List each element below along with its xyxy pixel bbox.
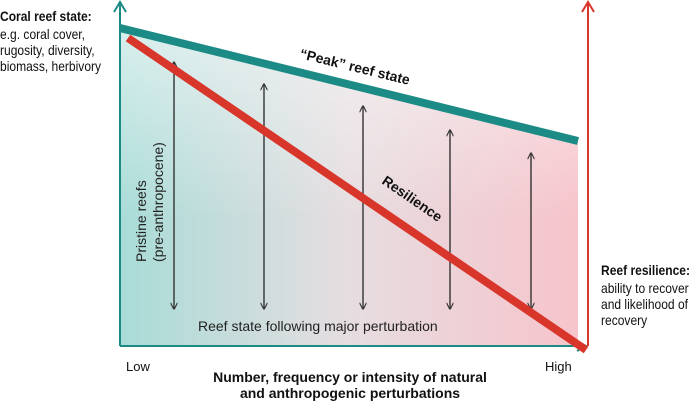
right-axis-title: Reef resilience: <box>601 262 691 278</box>
resilience-line <box>125 34 589 354</box>
x-axis-title: Number, frequency or intensity of natura… <box>0 369 700 401</box>
x-axis-title-line-2: and anthropogenic perturbations <box>239 385 461 402</box>
right-axis-desc-line: ability to recover <box>601 280 689 296</box>
left-axis-title: Coral reef state: <box>0 8 92 24</box>
x-axis-title-line-1: Number, frequency or intensity of natura… <box>213 369 487 385</box>
pristine-reefs-label: Pristine reefs (pre-anthropocene) <box>133 142 166 262</box>
right-axis-description: ability to recover and likelihood of rec… <box>601 280 689 329</box>
right-axis-desc-line: and likelihood of <box>601 296 689 313</box>
left-axis-desc-line: e.g. coral cover, <box>0 26 85 42</box>
right-axis-arrowhead <box>581 0 595 13</box>
x-axis-high-label: High <box>545 359 572 374</box>
left-axis-arrowhead <box>113 0 127 13</box>
left-axis-description: e.g. coral cover, rugosity, diversity, b… <box>0 26 101 75</box>
right-axis-desc-line: recovery <box>601 312 648 329</box>
x-axis-low-label: Low <box>126 359 150 374</box>
perturbation-label: Reef state following major perturbation <box>198 318 438 334</box>
left-axis-desc-line: biomass, herbivory <box>0 58 102 75</box>
peak-reef-state-line <box>119 24 579 145</box>
pristine-label-line-1: Pristine reefs <box>133 180 149 262</box>
pristine-label-line-2: (pre-anthropocene) <box>150 142 166 262</box>
left-axis-desc-line: rugosity, diversity, <box>0 42 95 59</box>
